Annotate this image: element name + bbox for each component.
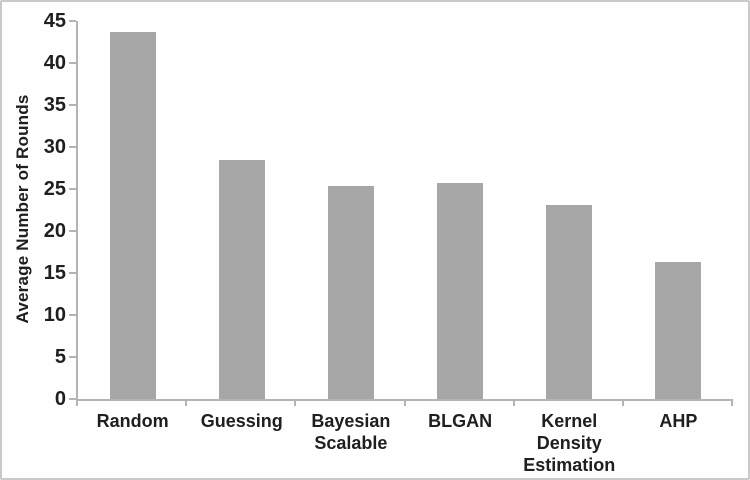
bar-ahp <box>655 262 702 399</box>
bar-bayesian-scalable <box>327 185 374 399</box>
y-axis-tick <box>69 356 76 358</box>
x-axis-tick <box>731 399 733 406</box>
y-axis-tick-label: 0 <box>54 388 66 410</box>
x-axis-category-label: BLGAN <box>428 411 493 431</box>
y-axis-tick <box>69 398 76 400</box>
y-axis-tick <box>69 314 76 316</box>
bar-guessing <box>218 159 265 399</box>
x-axis-category-label: Kernel Density Estimation <box>523 411 616 475</box>
y-axis-title: Average Number of Rounds <box>13 94 32 324</box>
x-axis-tick <box>185 399 188 406</box>
x-axis-category-label: AHP <box>659 411 698 431</box>
x-axis-tick <box>512 399 515 406</box>
y-axis-tick <box>69 20 76 22</box>
y-axis-tick-label: 5 <box>54 346 66 368</box>
y-axis-tick <box>69 104 76 106</box>
y-axis-tick-label: 45 <box>43 10 66 32</box>
y-axis-tick <box>69 146 76 148</box>
bar-random <box>109 31 156 399</box>
x-axis-tick <box>403 399 406 406</box>
x-axis-tick <box>294 399 297 406</box>
x-axis-category-label: Random <box>96 411 169 431</box>
y-axis-tick-label: 35 <box>43 94 66 116</box>
y-axis-tick-label: 10 <box>43 304 66 326</box>
y-axis-tick <box>69 62 76 64</box>
x-axis-category-label: Guessing <box>200 411 283 431</box>
x-axis-category-label: Bayesian Scalable <box>311 411 391 453</box>
y-axis-tick-label: 40 <box>43 52 66 74</box>
y-axis-tick <box>69 230 76 232</box>
x-axis-tick <box>621 399 624 406</box>
bar-blgan <box>437 183 484 399</box>
y-axis-tick-label: 15 <box>43 262 66 284</box>
y-axis-tick <box>69 272 76 274</box>
y-axis-tick-label: 25 <box>43 178 66 200</box>
y-axis-tick-label: 20 <box>43 220 66 242</box>
y-axis-line <box>76 21 78 399</box>
y-axis-tick <box>69 188 76 190</box>
x-axis-tick <box>76 399 78 406</box>
y-axis-tick-label: 30 <box>43 136 66 158</box>
bar-kernel-density-estimation <box>546 204 593 399</box>
